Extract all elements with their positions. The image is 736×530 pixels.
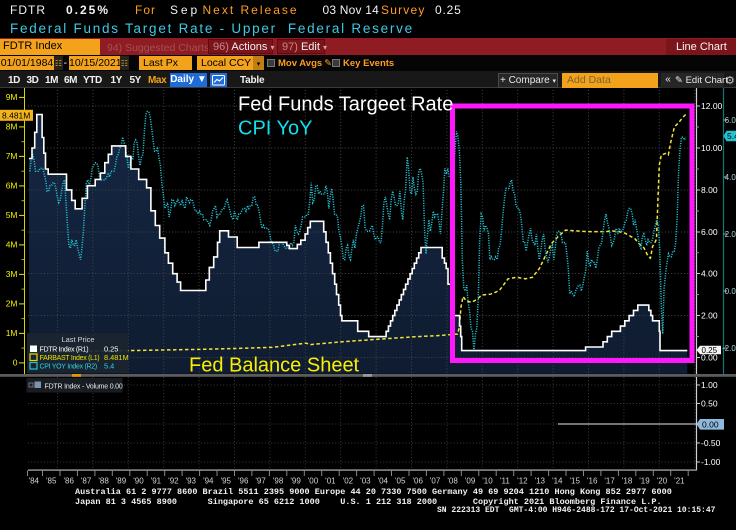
svg-text:0.25: 0.25 (702, 346, 718, 355)
svg-text:8M: 8M (6, 122, 18, 132)
svg-text:-2.0: -2.0 (722, 344, 736, 353)
svg-text:6.0: 6.0 (725, 116, 736, 125)
svg-text:FDTR Index (R1): FDTR Index (R1) (40, 347, 89, 354)
svg-text:12.00: 12.00 (701, 101, 723, 111)
svg-text:Fed Funds Targeet Rate: Fed Funds Targeet Rate (238, 94, 453, 116)
svg-text:3M: 3M (6, 269, 18, 279)
svg-text:5M: 5M (6, 210, 18, 220)
svg-text:2.00: 2.00 (701, 310, 718, 320)
svg-text:FDTR Index - Volume 0.00: FDTR Index - Volume 0.00 (45, 384, 123, 391)
svg-text:5.4: 5.4 (104, 362, 114, 371)
svg-text:4M: 4M (6, 240, 18, 250)
svg-text:'15: '15 (569, 477, 580, 486)
svg-text:'19: '19 (639, 477, 650, 486)
svg-text:'01: '01 (325, 477, 336, 486)
svg-text:-1.00: -1.00 (701, 457, 721, 467)
svg-text:7M: 7M (6, 151, 18, 161)
svg-text:0.00: 0.00 (701, 352, 718, 362)
svg-text:9M: 9M (6, 92, 18, 102)
svg-text:'86: '86 (63, 477, 74, 486)
svg-text:2M: 2M (6, 299, 18, 309)
svg-text:'90: '90 (133, 477, 144, 486)
svg-text:1M: 1M (6, 328, 18, 338)
svg-text:'07: '07 (430, 477, 441, 486)
svg-text:0: 0 (13, 358, 18, 368)
svg-text:'94: '94 (203, 477, 214, 486)
svg-text:2.0: 2.0 (725, 230, 736, 239)
svg-text:'20: '20 (657, 477, 668, 486)
svg-text:0.0: 0.0 (725, 287, 736, 296)
svg-text:0.25: 0.25 (104, 345, 118, 354)
svg-text:'92: '92 (168, 477, 179, 486)
svg-text:'03: '03 (360, 477, 371, 486)
svg-text:5.4: 5.4 (727, 131, 736, 141)
svg-text:-0.50: -0.50 (701, 438, 721, 448)
svg-text:CPI YOY Index (R2): CPI YOY Index (R2) (40, 364, 97, 371)
svg-text:'18: '18 (622, 477, 633, 486)
svg-text:'13: '13 (535, 477, 546, 486)
svg-text:'12: '12 (517, 477, 528, 486)
svg-text:'91: '91 (151, 477, 162, 486)
svg-text:10.00: 10.00 (701, 143, 723, 153)
svg-text:4.0: 4.0 (725, 173, 736, 182)
svg-text:Fed Balance Sheet: Fed Balance Sheet (189, 355, 360, 377)
svg-text:'97: '97 (255, 477, 266, 486)
svg-text:'06: '06 (412, 477, 423, 486)
svg-text:'96: '96 (238, 477, 249, 486)
svg-text:'08: '08 (447, 477, 458, 486)
svg-text:Last Price: Last Price (62, 335, 95, 344)
svg-text:'87: '87 (81, 477, 92, 486)
svg-text:8.481M: 8.481M (104, 353, 129, 362)
svg-text:'04: '04 (378, 477, 389, 486)
svg-text:'99: '99 (290, 477, 301, 486)
svg-text:0.50: 0.50 (701, 398, 718, 408)
svg-text:'11: '11 (500, 477, 510, 486)
svg-text:'10: '10 (482, 477, 493, 486)
svg-text:6.00: 6.00 (701, 227, 718, 237)
svg-text:'16: '16 (587, 477, 598, 486)
svg-text:CPI YoY: CPI YoY (238, 118, 313, 140)
svg-text:FARBAST Index (L1): FARBAST Index (L1) (40, 355, 100, 362)
svg-text:'98: '98 (273, 477, 284, 486)
svg-text:'21: '21 (674, 477, 685, 486)
svg-text:8.481M: 8.481M (2, 110, 30, 120)
svg-text:'00: '00 (308, 477, 319, 486)
svg-text:'93: '93 (186, 477, 197, 486)
svg-text:'09: '09 (465, 477, 476, 486)
svg-text:'89: '89 (116, 477, 127, 486)
svg-text:'84: '84 (29, 477, 40, 486)
svg-text:'05: '05 (395, 477, 406, 486)
svg-text:6M: 6M (6, 181, 18, 191)
svg-text:8.00: 8.00 (701, 185, 718, 195)
svg-text:'88: '88 (98, 477, 109, 486)
svg-text:1.00: 1.00 (701, 380, 718, 390)
svg-text:'95: '95 (221, 477, 232, 486)
svg-text:0.00: 0.00 (702, 419, 719, 429)
svg-text:4.00: 4.00 (701, 268, 718, 278)
svg-text:'85: '85 (46, 477, 57, 486)
svg-text:'02: '02 (343, 477, 354, 486)
svg-text:'14: '14 (552, 477, 563, 486)
svg-text:'17: '17 (604, 477, 615, 486)
